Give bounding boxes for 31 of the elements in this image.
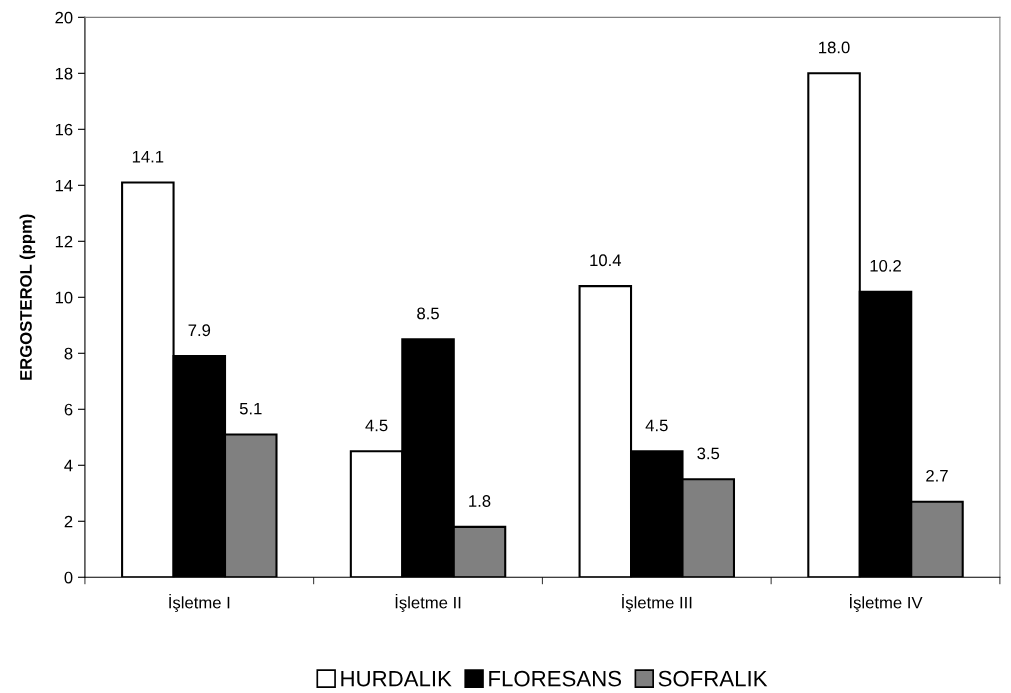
data-label: 1.8	[469, 495, 491, 507]
data-label: 14.1	[132, 150, 164, 163]
y-tick-label: 16	[55, 123, 73, 136]
y-tick-label: 10	[55, 291, 73, 304]
x-tick-label: İşletme II	[395, 593, 461, 612]
data-label: 2.7	[926, 469, 948, 482]
y-tick-label: 6	[64, 403, 73, 416]
data-label: 7.9	[188, 324, 211, 337]
y-tick-label: 14	[55, 179, 73, 192]
y-axis-title: ERGOSTEROL (ppm)	[19, 214, 36, 380]
y-tick-label: 12	[55, 235, 73, 248]
x-tick-label: İşletme III	[622, 593, 692, 612]
data-label: 8.5	[417, 307, 439, 320]
y-tick-label: 4	[64, 459, 73, 472]
y-tick-label: 0	[64, 571, 73, 584]
y-tick-label: 20	[55, 11, 73, 24]
y-tick-label: 18	[55, 67, 73, 80]
data-label: 10.2	[870, 259, 901, 272]
x-tick-label: İşletme I	[169, 593, 230, 612]
y-tick-label: 8	[64, 347, 73, 360]
data-label: 5.1	[239, 402, 262, 415]
data-label: 3.5	[697, 447, 720, 460]
legend-label: SOFRALIK	[658, 670, 768, 687]
data-label: 4.5	[365, 419, 388, 432]
data-label: 10.4	[590, 254, 622, 267]
data-label: 18.0	[819, 41, 850, 54]
data-label: 4.5	[645, 419, 668, 432]
x-tick-label: İşletme IV	[850, 593, 923, 612]
y-tick-label: 2	[64, 515, 73, 528]
legend-label: HURDALIK	[341, 671, 452, 687]
legend-label: FLORESANS	[489, 670, 622, 687]
